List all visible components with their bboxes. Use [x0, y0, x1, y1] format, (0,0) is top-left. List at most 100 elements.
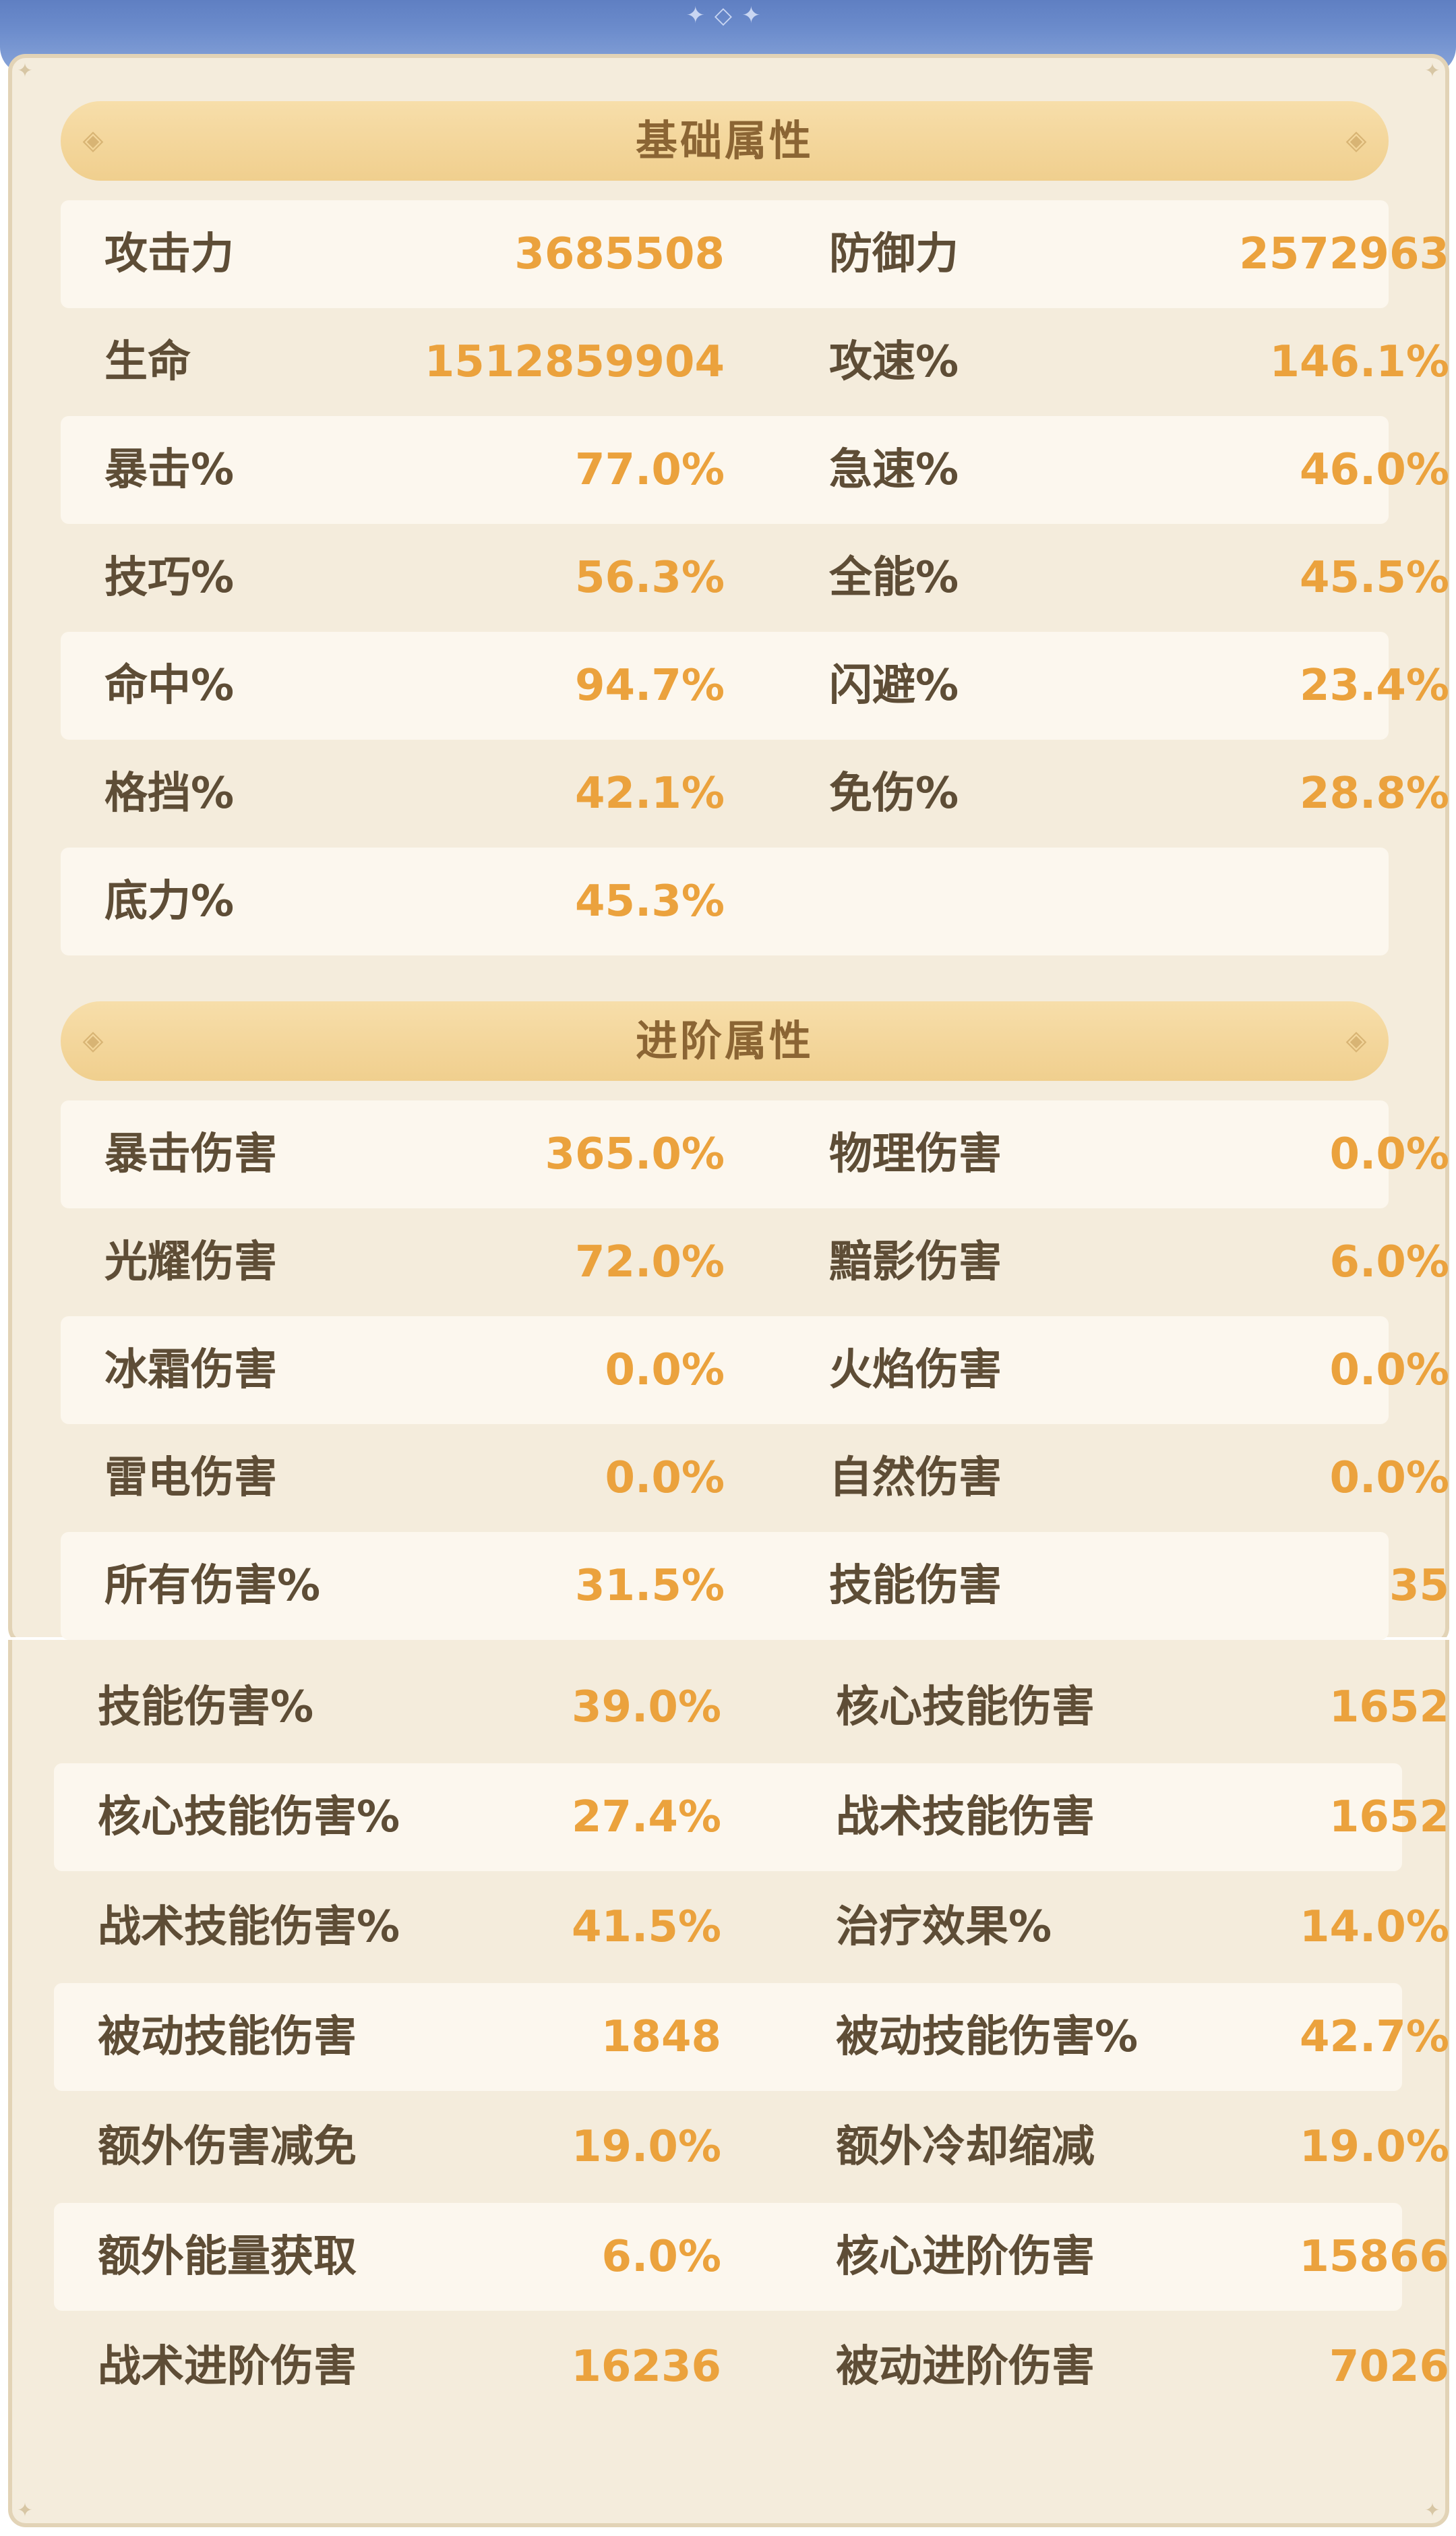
attribute-value: 94.7%	[574, 661, 725, 711]
attribute-label: 免伤%	[829, 769, 959, 819]
attribute-value: 77.0%	[574, 445, 725, 495]
corner-ornament-icon: ✦	[17, 2499, 33, 2521]
attribute-value: 31.5%	[574, 1561, 725, 1611]
banner-ornament-icon: ✦◇✦	[686, 2, 770, 29]
attribute-label: 战术技能伤害	[836, 1792, 1095, 1842]
attribute-value: 0.0%	[1329, 1453, 1450, 1503]
attribute-label: 暴击%	[104, 445, 235, 495]
attribute-value: 45.5%	[1299, 553, 1449, 603]
attribute-label: 命中%	[104, 661, 235, 711]
attribute-row: 冰霜伤害 0.0% 火焰伤害 0.0%	[61, 1316, 1449, 1424]
attribute-label: 被动进阶伤害	[836, 2342, 1095, 2392]
advanced-attributes-header: ◈ 进阶属性 ◈	[61, 1001, 1389, 1081]
attribute-value: 72.0%	[574, 1237, 725, 1287]
attribute-label: 物理伤害	[829, 1129, 1002, 1179]
attribute-value: 0.0%	[1329, 1129, 1450, 1179]
attribute-value: 365.0%	[545, 1129, 725, 1179]
section-title: 进阶属性	[635, 1016, 814, 1065]
attribute-label: 核心进阶伤害	[836, 2232, 1095, 2282]
corner-ornament-icon: ✦	[17, 59, 33, 82]
attribute-value: 6.0%	[1329, 1237, 1450, 1287]
attribute-value: 0.0%	[605, 1453, 725, 1503]
attribute-value: 0.0%	[605, 1345, 725, 1395]
attribute-value: 1512859904	[424, 337, 725, 387]
attribute-row: 光耀伤害 72.0% 黯影伤害 6.0%	[61, 1208, 1449, 1316]
attribute-row: 战术进阶伤害 16236 被动进阶伤害 7026	[54, 2313, 1449, 2421]
attribute-value: 14.0%	[1299, 1902, 1449, 1952]
attribute-value: 42.7%	[1299, 2012, 1449, 2062]
section-title: 基础属性	[635, 116, 814, 165]
attribute-value: 1652	[1329, 1682, 1449, 1732]
attribute-label: 闪避%	[829, 661, 959, 711]
attribute-row: 技巧% 56.3% 全能% 45.5%	[61, 524, 1449, 632]
attribute-value: 7026	[1329, 2342, 1449, 2392]
attribute-label: 格挡%	[104, 769, 235, 819]
attribute-value: 23.4%	[1299, 661, 1449, 711]
attribute-label: 底力%	[104, 877, 235, 926]
attribute-value: 19.0%	[1299, 2122, 1449, 2172]
attribute-value: 1848	[601, 2012, 721, 2062]
diamond-ornament-icon: ◈	[1345, 125, 1367, 156]
attribute-row: 核心技能伤害% 27.4% 战术技能伤害 1652	[54, 1763, 1449, 1871]
attribute-label: 火焰伤害	[829, 1345, 1002, 1395]
attribute-row: 被动技能伤害 1848 被动技能伤害% 42.7%	[54, 1983, 1449, 2091]
attribute-value: 28.8%	[1299, 769, 1449, 819]
attribute-value: 19.0%	[571, 2122, 721, 2172]
attribute-row: 暴击% 77.0% 急速% 46.0%	[61, 416, 1449, 524]
attribute-row: 所有伤害% 31.5% 技能伤害 35	[61, 1532, 1449, 1640]
attribute-row: 底力% 45.3%	[61, 848, 1389, 955]
diamond-ornament-icon: ◈	[82, 1025, 104, 1056]
attribute-value: 46.0%	[1299, 445, 1449, 495]
attribute-label: 黯影伤害	[829, 1237, 1002, 1287]
attribute-label: 治疗效果%	[836, 1902, 1052, 1952]
attribute-label: 冰霜伤害	[104, 1345, 277, 1395]
attribute-label: 额外能量获取	[98, 2232, 357, 2282]
attribute-value: 42.1%	[574, 769, 725, 819]
attribute-value: 2572963	[1239, 229, 1449, 279]
attribute-label: 核心技能伤害%	[98, 1792, 400, 1842]
attribute-value: 146.1%	[1269, 337, 1449, 387]
attribute-value: 0.0%	[1329, 1345, 1450, 1395]
attribute-label: 光耀伤害	[104, 1237, 277, 1287]
attribute-value: 45.3%	[574, 877, 725, 926]
corner-ornament-icon: ✦	[1424, 2499, 1440, 2521]
attribute-row: 攻击力 3685508 防御力 2572963	[61, 200, 1449, 308]
attribute-label: 技能伤害	[829, 1561, 1002, 1611]
attribute-value: 16236	[571, 2342, 721, 2392]
diamond-ornament-icon: ◈	[1345, 1025, 1367, 1056]
attribute-value: 1652	[1329, 1792, 1449, 1842]
attribute-value: 15866	[1299, 2232, 1449, 2282]
attribute-label: 战术进阶伤害	[98, 2342, 357, 2392]
attribute-value: 39.0%	[571, 1682, 721, 1732]
attribute-value: 35	[1389, 1561, 1449, 1611]
attribute-value: 41.5%	[571, 1902, 721, 1952]
attribute-label: 雷电伤害	[104, 1453, 277, 1503]
attribute-value: 27.4%	[571, 1792, 721, 1842]
attribute-label: 暴击伤害	[104, 1129, 277, 1179]
attribute-row: 雷电伤害 0.0% 自然伤害 0.0%	[61, 1424, 1449, 1532]
attribute-row: 生命 1512859904 攻速% 146.1%	[61, 308, 1449, 416]
diamond-ornament-icon: ◈	[82, 125, 104, 156]
attribute-label: 核心技能伤害	[836, 1682, 1095, 1732]
attribute-label: 急速%	[829, 445, 959, 495]
attribute-label: 被动技能伤害%	[836, 2012, 1139, 2062]
attribute-label: 被动技能伤害	[98, 2012, 357, 2062]
attribute-row: 技能伤害% 39.0% 核心技能伤害 1652	[54, 1653, 1449, 1761]
attribute-label: 生命	[104, 337, 191, 387]
attribute-row: 战术技能伤害% 41.5% 治疗效果% 14.0%	[54, 1873, 1449, 1981]
attribute-label: 战术技能伤害%	[98, 1902, 400, 1952]
attribute-value: 56.3%	[574, 553, 725, 603]
attribute-label: 攻击力	[104, 229, 234, 279]
attribute-label: 技能伤害%	[98, 1682, 314, 1732]
attribute-value: 3685508	[514, 229, 725, 279]
basic-attributes-header: ◈ 基础属性 ◈	[61, 101, 1389, 181]
corner-ornament-icon: ✦	[1424, 59, 1440, 82]
attribute-label: 额外冷却缩减	[836, 2122, 1095, 2172]
attribute-label: 自然伤害	[829, 1453, 1002, 1503]
attribute-value: 6.0%	[601, 2232, 722, 2282]
attribute-label: 额外伤害减免	[98, 2122, 357, 2172]
attribute-row: 额外伤害减免 19.0% 额外冷却缩减 19.0%	[54, 2093, 1449, 2201]
attribute-row: 额外能量获取 6.0% 核心进阶伤害 15866	[54, 2203, 1449, 2311]
attribute-row: 暴击伤害 365.0% 物理伤害 0.0%	[61, 1100, 1449, 1208]
attribute-label: 技巧%	[104, 553, 235, 603]
